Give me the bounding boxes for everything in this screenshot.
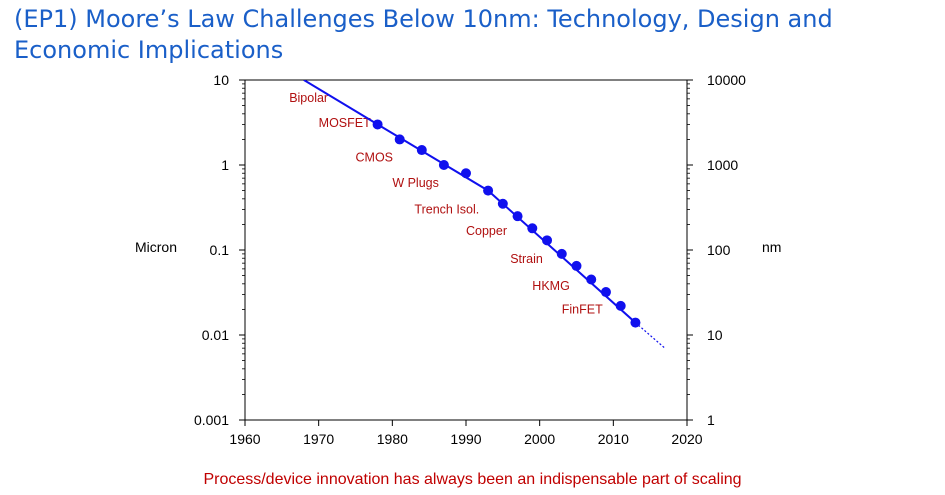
data-point	[394, 134, 405, 145]
y-tick-label-right: 100	[707, 242, 731, 258]
annotation-label: CMOS	[356, 150, 394, 164]
data-point	[497, 198, 508, 209]
data-point	[438, 160, 449, 170]
axes: 10 1 0.1 0.01 0.001 10000 1000 100 10 1 1960 1970 19…	[194, 72, 746, 447]
y-tick-label-right: 1	[707, 412, 715, 428]
annotation-label: MOSFET	[319, 116, 371, 130]
y-tick-label-left: 0.01	[202, 327, 229, 343]
data-point	[586, 274, 597, 285]
annotation-label: Copper	[466, 224, 507, 238]
x-tick-label: 2000	[524, 431, 555, 447]
y-tick-label-left: 10	[213, 72, 229, 88]
moores-law-chart: 10 1 0.1 0.01 0.001 10000 1000 100 10 1 1960 1970 19…	[135, 72, 781, 447]
data-point	[571, 260, 582, 271]
scaling-series	[303, 80, 666, 349]
data-point	[416, 145, 427, 156]
x-tick-label: 1980	[377, 431, 408, 447]
plot-frame	[244, 79, 688, 421]
technology-labels: Bipolar MOSFET CMOS W Plugs Trench Isol. Copp…	[289, 91, 603, 316]
annotation-label: Bipolar	[289, 91, 328, 105]
y-tick-label-left: 0.1	[210, 242, 230, 258]
y-tick-label-right: 10000	[707, 72, 746, 88]
data-point	[630, 317, 641, 328]
x-tick-label: 1970	[303, 431, 334, 447]
annotation-label: HKMG	[532, 279, 570, 293]
data-point	[556, 248, 567, 259]
annotation-label: Trench Isol.	[414, 202, 479, 216]
data-point	[542, 235, 553, 246]
axis-titles: Micron nm	[135, 239, 781, 255]
data-point	[483, 185, 494, 196]
y-tick-label-right: 10	[707, 327, 723, 343]
x-tick-label: 2020	[671, 431, 702, 447]
y-tick-label-left: 0.001	[194, 412, 229, 428]
data-point	[372, 119, 383, 130]
x-tick-label: 2010	[598, 431, 629, 447]
y-tick-label-right: 1000	[707, 157, 738, 173]
chart-caption: Process/device innovation has always bee…	[203, 471, 742, 488]
annotation-label: FinFET	[562, 302, 603, 316]
slide-title: (EP1) Moore’s Law Challenges Below 10nm:…	[14, 5, 833, 64]
x-tick-label: 1990	[450, 431, 481, 447]
data-point	[527, 223, 538, 234]
data-point	[461, 168, 471, 179]
annotation-label: W Plugs	[392, 176, 439, 190]
y-axis-title-right: nm	[762, 239, 781, 255]
y-tick-label-left: 1	[221, 157, 229, 173]
x-tick-label: 1960	[229, 431, 260, 447]
data-point	[615, 300, 626, 311]
data-point	[600, 287, 611, 298]
annotation-label: Strain	[510, 252, 543, 266]
y-axis-title-left: Micron	[135, 239, 177, 255]
projection-line	[635, 322, 666, 349]
data-point	[512, 211, 523, 222]
